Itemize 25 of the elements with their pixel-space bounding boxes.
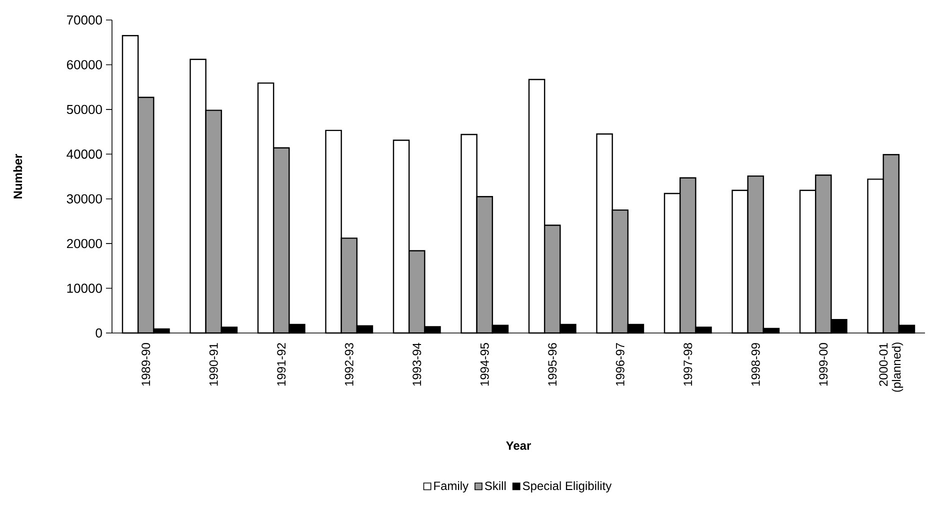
y-tick-label: 10000 bbox=[67, 284, 102, 293]
y-tick-label: 40000 bbox=[66, 150, 102, 159]
x-tick-label: 1996-97 bbox=[616, 343, 624, 386]
x-tick-label: 1990-91 bbox=[209, 343, 218, 386]
x-axis-title: Year bbox=[506, 442, 531, 450]
x-tick-label: 1989-90 bbox=[142, 343, 150, 386]
y-tick-label: 20000 bbox=[66, 238, 102, 248]
y-tick-label: 30000 bbox=[66, 194, 102, 204]
y-tick-label: 50000 bbox=[66, 104, 102, 114]
x-tick-label: 1993-94 bbox=[412, 342, 422, 386]
legend-label: Skill bbox=[484, 481, 506, 490]
x-tick-label: 1991-92 bbox=[277, 343, 286, 386]
legend-label: Family bbox=[434, 481, 469, 492]
x-tick-label: 1998-99 bbox=[751, 343, 760, 386]
x-tick-label: 1997-98 bbox=[684, 343, 692, 386]
x-tick-label: 1995-96 bbox=[548, 343, 557, 386]
legend-label: Special Eligibility bbox=[522, 481, 612, 492]
y-tick-label: 60000 bbox=[66, 60, 102, 70]
y-axis-title: Number bbox=[13, 154, 22, 198]
y-tick-label: 70000 bbox=[67, 15, 102, 25]
x-tick-label: 1994-95 bbox=[480, 343, 489, 386]
x-tick-label: 2000-01 (planned) bbox=[879, 342, 904, 392]
x-tick-label: 1992-93 bbox=[344, 343, 354, 386]
x-tick-label: 1999-00 bbox=[819, 343, 828, 386]
y-tick-label: 0 bbox=[96, 328, 102, 338]
